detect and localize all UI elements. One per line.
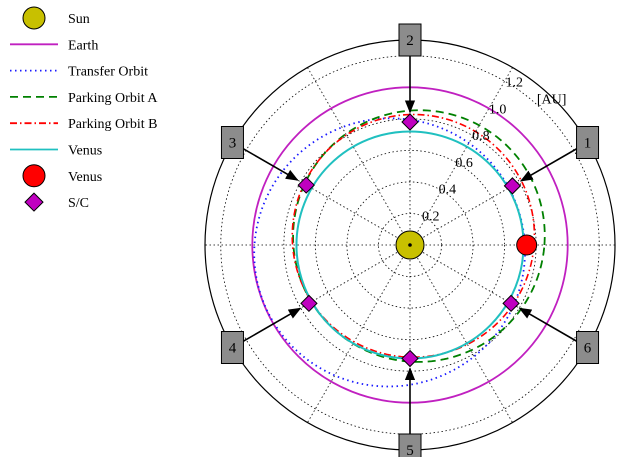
callout-label-6: 6 (584, 341, 592, 357)
callout-label-1: 1 (584, 136, 592, 152)
legend-label-0: Sun (68, 12, 90, 27)
transfer-orbit (253, 117, 526, 388)
tick-label-2: 0.6 (455, 156, 473, 171)
grid-circle-2 (314, 149, 506, 341)
callout-label-4: 4 (229, 341, 237, 357)
legend-item-0: Sun (22, 6, 90, 30)
legend-label-4: Parking Orbit B (68, 117, 157, 132)
sc-marker-2 (401, 113, 419, 131)
legend-item-7: S/C (24, 192, 89, 212)
tick-label-4: 1.0 (489, 102, 507, 117)
sc-marker-5 (401, 349, 419, 368)
callout-label-3: 3 (229, 136, 237, 152)
tick-label-0: 0.2 (422, 209, 440, 224)
legend-label-2: Transfer Orbit (68, 65, 148, 80)
legend-item-4: Parking Orbit B (10, 117, 157, 132)
markers (297, 113, 538, 368)
legend-item-3: Parking Orbit A (10, 91, 158, 106)
parking-orbit-a (292, 109, 546, 363)
sc-marker-4 (300, 294, 318, 313)
legend-swatch-0 (22, 6, 46, 30)
callout-label-2: 2 (406, 33, 414, 49)
legend-item-5: Venus (10, 144, 102, 159)
legend-label-7: S/C (68, 196, 89, 211)
legend: Sun Earth Transfer Orbit Parking Orbit A Par… (10, 6, 158, 212)
callout-label-5: 5 (406, 443, 414, 457)
callout-box-5 (398, 433, 422, 457)
legend-item-1: Earth (10, 38, 98, 53)
callout-box-4 (220, 331, 244, 364)
callout-box-6 (576, 331, 600, 364)
sc-marker-6 (502, 294, 520, 313)
tick-label-1: 0.4 (439, 183, 457, 198)
parking-orbit-b (291, 113, 536, 359)
legend-swatch-6 (22, 164, 46, 188)
radial-tick-labels: 0.2 0.4 0.6 0.8 1.0 1.2 (422, 76, 523, 225)
callout-box-3 (220, 126, 244, 159)
sc-marker-3 (297, 176, 315, 194)
sc-marker-1 (503, 177, 522, 195)
legend-item-6: Venus (22, 164, 102, 188)
legend-label-6: Venus (68, 170, 102, 185)
tick-label-3: 0.8 (472, 129, 490, 144)
callout-box-1 (576, 126, 600, 159)
venus-marker (516, 234, 538, 256)
callouts: 1 2 3 4 5 6 (220, 23, 600, 457)
sun-center-dot (408, 243, 412, 247)
legend-label-1: Earth (68, 38, 98, 53)
legend-swatch-7 (24, 192, 44, 212)
legend-label-3: Parking Orbit A (68, 91, 158, 106)
legend-item-2: Transfer Orbit (10, 65, 148, 80)
legend-label-5: Venus (68, 144, 102, 159)
tick-label-5: 1.2 (506, 76, 524, 91)
callout-box-2 (398, 23, 422, 57)
unit-label: [AU] (537, 93, 567, 108)
grid-circle-1 (346, 181, 474, 309)
